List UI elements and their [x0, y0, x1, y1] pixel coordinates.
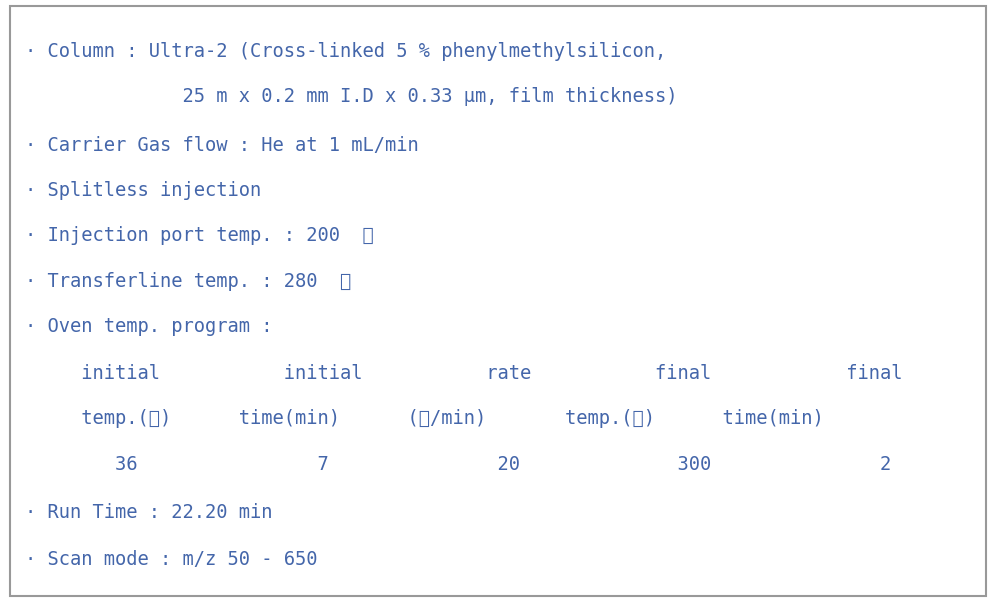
Text: · Column : Ultra-2 (Cross-linked 5 % phenylmethylsilicon,: · Column : Ultra-2 (Cross-linked 5 % phe… [25, 42, 667, 61]
Text: · Oven temp. program :: · Oven temp. program : [25, 317, 272, 336]
Text: · Carrier Gas flow : He at 1 mL/min: · Carrier Gas flow : He at 1 mL/min [25, 136, 418, 155]
Text: · Injection port temp. : 200  ℃: · Injection port temp. : 200 ℃ [25, 226, 373, 246]
Text: · Transferline temp. : 280  ℃: · Transferline temp. : 280 ℃ [25, 272, 351, 291]
FancyBboxPatch shape [10, 6, 986, 596]
Text: initial           initial           rate           final            final: initial initial rate final final [25, 364, 903, 383]
Text: · Run Time : 22.20 min: · Run Time : 22.20 min [25, 503, 272, 522]
Text: temp.(℃)      time(min)      (℃/min)       temp.(℃)      time(min): temp.(℃) time(min) (℃/min) temp.(℃) time… [25, 409, 824, 428]
Text: · Scan mode : m/z 50 - 650: · Scan mode : m/z 50 - 650 [25, 550, 317, 569]
Text: 25 m x 0.2 mm I.D x 0.33 μm, film thickness): 25 m x 0.2 mm I.D x 0.33 μm, film thickn… [25, 87, 678, 106]
Text: · Splitless injection: · Splitless injection [25, 181, 261, 200]
Text: 36                7               20              300               2: 36 7 20 300 2 [25, 454, 891, 474]
